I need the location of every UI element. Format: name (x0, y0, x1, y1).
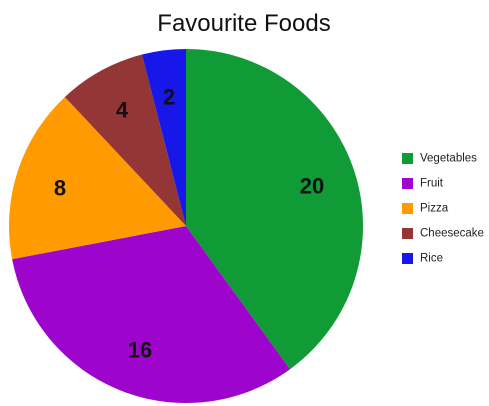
legend-swatch-fruit (402, 178, 413, 189)
pie-slices (9, 49, 364, 404)
legend-label-pizza: Pizza (420, 203, 449, 215)
legend-label-fruit: Fruit (420, 178, 444, 190)
pie-slice-cheesecake (64, 54, 186, 227)
legend-label-vegetables: Vegetables (420, 153, 477, 165)
pie-slice-pizza (9, 96, 186, 260)
legend-label-cheesecake: Cheesecake (420, 228, 484, 240)
legend-label-rice: Rice (420, 253, 443, 265)
data-label-rice: 2 (163, 85, 175, 110)
legend-swatch-cheesecake (402, 228, 413, 239)
chart-title: Favourite Foods (157, 10, 330, 37)
chart-legend: Vegetables Fruit Pizza Cheesecake Rice (402, 153, 484, 265)
legend-swatch-rice (402, 253, 413, 264)
slice-data-labels: 20 16 8 4 2 (54, 85, 324, 363)
data-label-pizza: 8 (54, 176, 66, 201)
pie-slice-fruit (12, 226, 291, 404)
data-label-vegetables: 20 (300, 174, 324, 199)
data-label-fruit: 16 (128, 338, 152, 363)
pie-slice-vegetables (186, 49, 364, 370)
legend-swatch-vegetables (402, 153, 413, 164)
legend-swatch-pizza (402, 203, 413, 214)
pie-slice-rice (141, 49, 186, 226)
data-label-cheesecake: 4 (116, 98, 129, 123)
